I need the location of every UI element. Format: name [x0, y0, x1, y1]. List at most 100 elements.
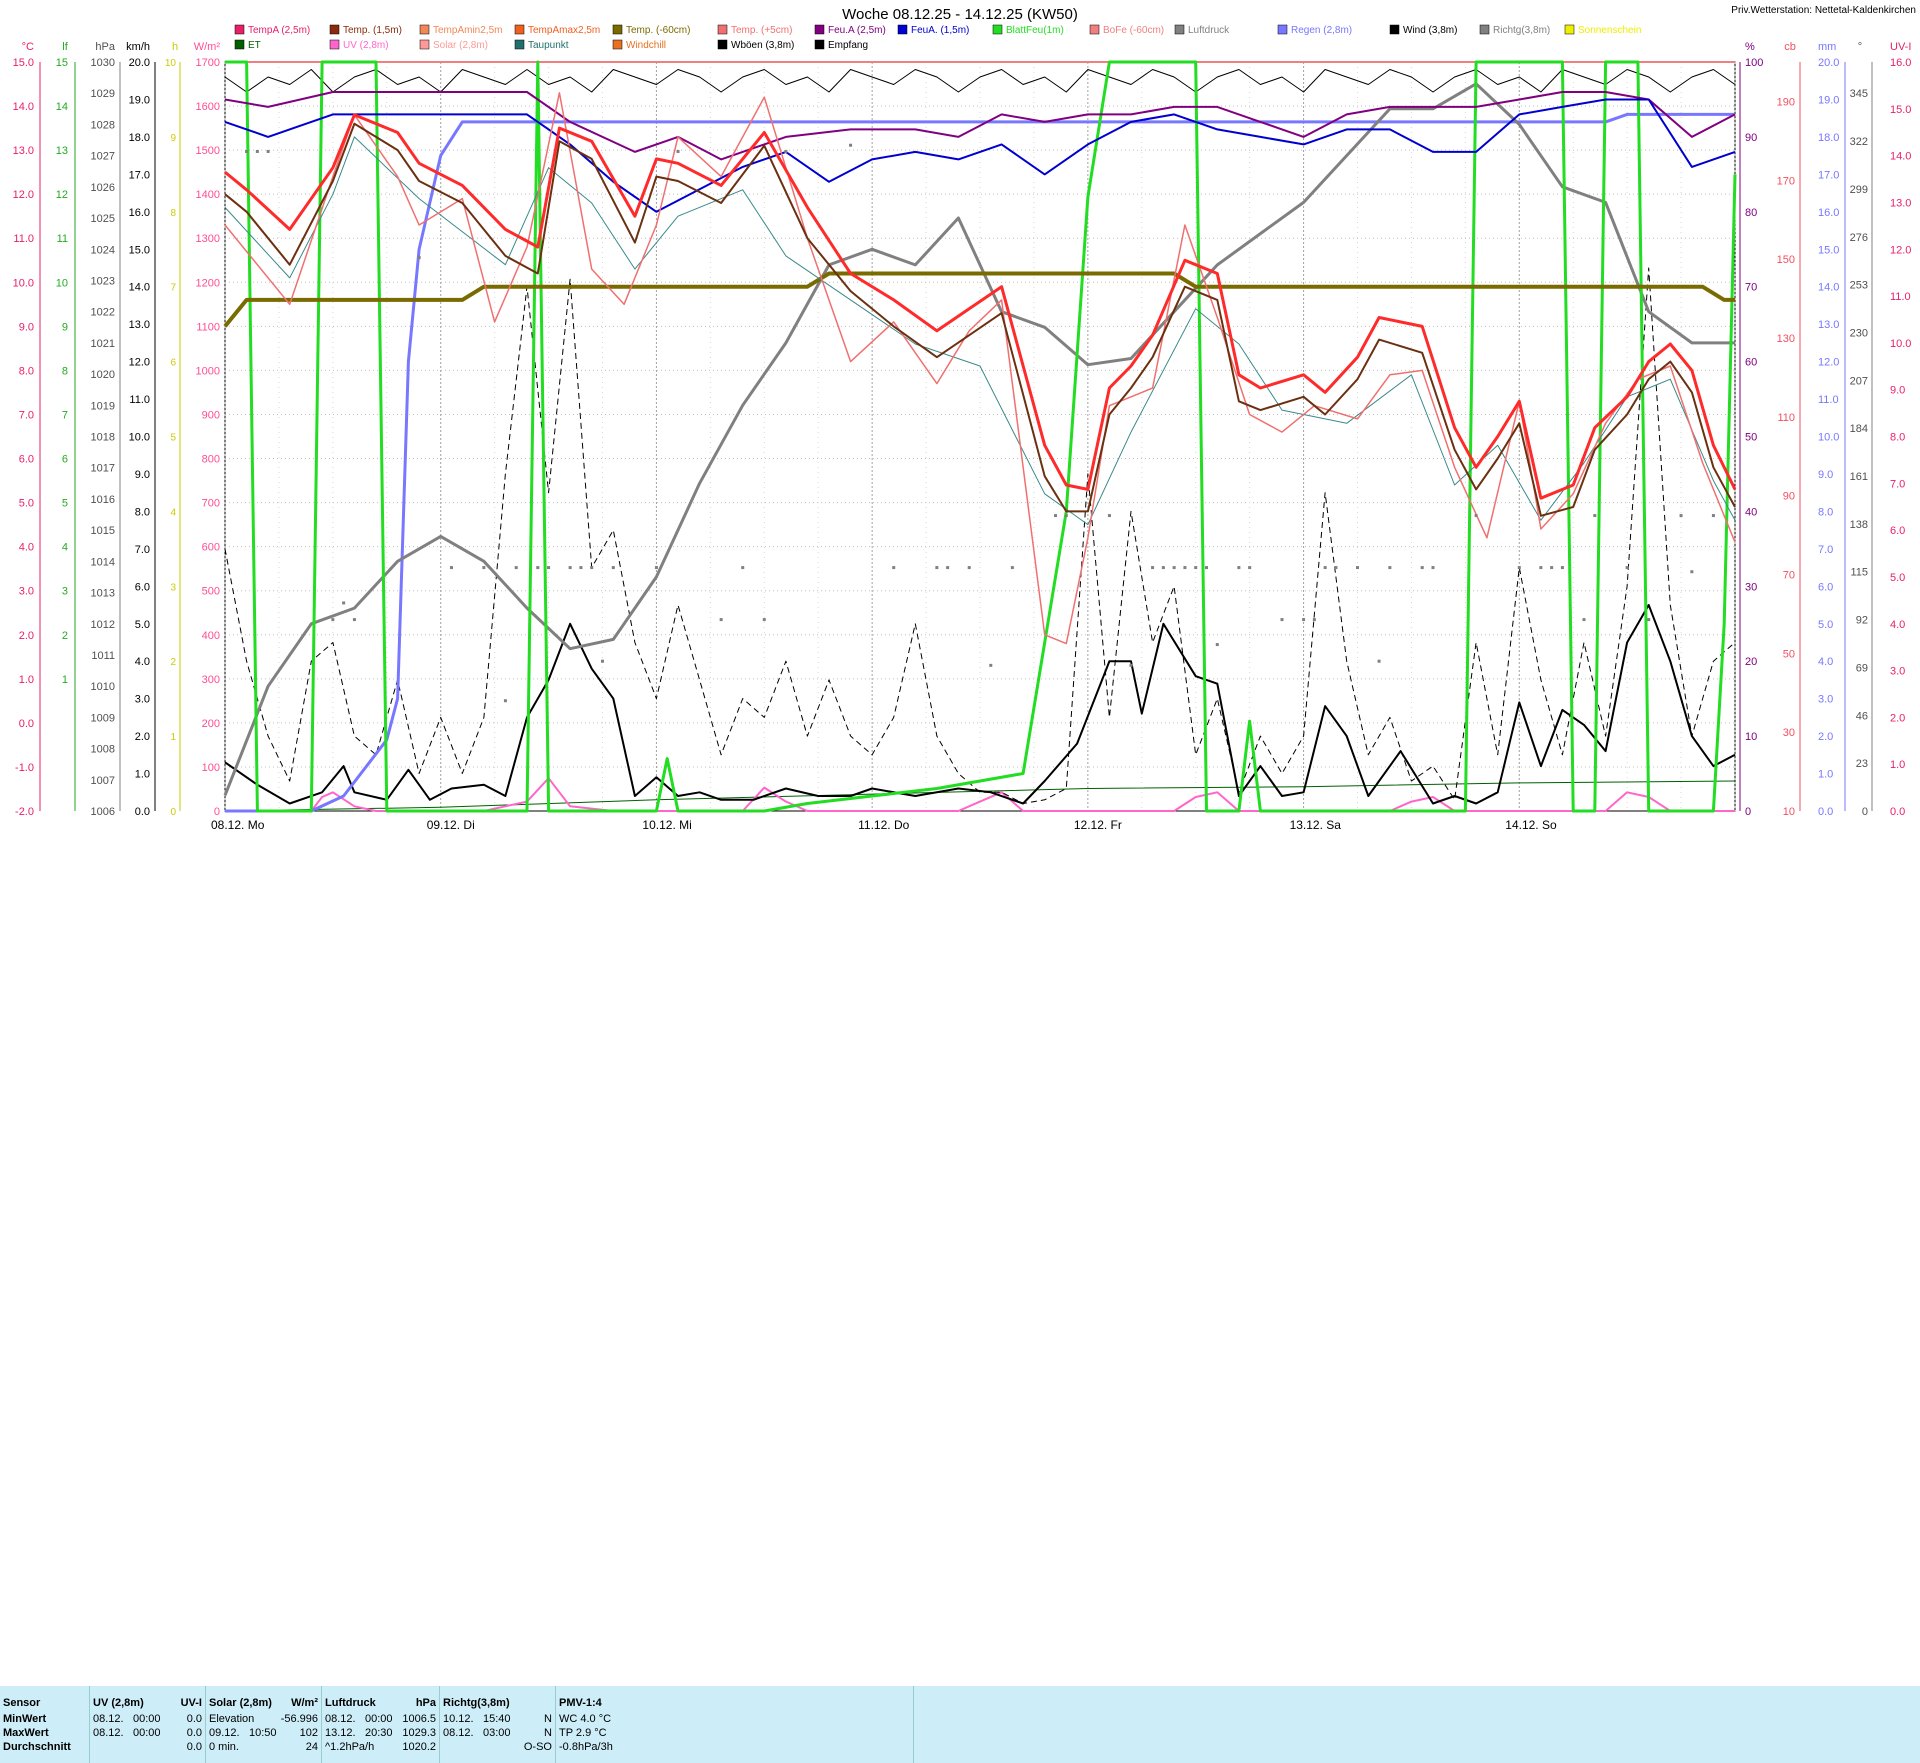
wind-direction-dot [1161, 566, 1165, 570]
percent-axis-tick: 20 [1745, 656, 1757, 668]
wind-direction-dot [1550, 566, 1554, 570]
hpa-axis-tick: 1007 [91, 775, 115, 787]
hpa-axis-tick: 1022 [91, 307, 115, 319]
mm-axis-tick: 15.0 [1818, 244, 1839, 256]
hpa-axis-tick: 1017 [91, 463, 115, 475]
hpa-axis-tick: 1020 [91, 369, 115, 381]
hours-axis-tick: 6 [170, 358, 176, 369]
degrees-axis-unit: ° [1858, 41, 1862, 53]
percent-axis-tick: 0 [1745, 806, 1751, 818]
wind-direction-dot [1280, 618, 1284, 622]
uvi-axis-tick: 2.0 [1890, 712, 1905, 724]
solar-max-value: 102 [299, 1727, 318, 1739]
uvi-axis-tick: 9.0 [1890, 385, 1905, 397]
legend-swatch [329, 24, 340, 35]
celsius-axis-tick: 5.0 [19, 498, 34, 510]
wind-direction-dot [1582, 618, 1586, 622]
celsius-axis-tick: 7.0 [19, 409, 34, 421]
wind-direction-dot [1679, 514, 1683, 518]
mm-axis-tick: 0.0 [1818, 806, 1833, 818]
legend-label: Regen (2,8m) [1291, 25, 1352, 36]
cb-axis-tick: 170 [1777, 175, 1795, 187]
direction-header: Richtg(3,8m) [443, 1697, 510, 1709]
legend-swatch [234, 39, 245, 50]
legend-label: FeuA. (1,5m) [911, 25, 969, 36]
hours-axis-tick: 10 [165, 58, 177, 69]
series-line-empfang [224, 69, 1736, 93]
uvi-axis-tick: 0.0 [1890, 806, 1905, 818]
percent-axis-tick: 40 [1745, 506, 1757, 518]
uvi-axis-tick: 1.0 [1890, 759, 1905, 771]
series-layer [223, 60, 1737, 813]
kmh-axis-tick: 9.0 [135, 469, 150, 481]
wind-direction-dot [342, 601, 346, 605]
mm-axis-tick: 7.0 [1818, 544, 1833, 556]
legend-label: Temp. (+5cm) [731, 25, 792, 36]
mm-axis-tick: 11.0 [1818, 394, 1839, 406]
kmh-axis-tick: 17.0 [129, 169, 150, 181]
direction-max-date: 08.12. [443, 1727, 474, 1739]
pmv-windchill: WC 4.0 °C [559, 1713, 612, 1725]
wm2-axis-tick: 400 [202, 630, 220, 642]
series-line-temp-1-5m [224, 122, 1736, 517]
cb-axis-tick: 110 [1777, 412, 1795, 424]
solar-unit: W/m² [291, 1697, 318, 1709]
lf-axis-tick: 6 [62, 454, 68, 466]
celsius-axis-unit: °C [22, 41, 34, 53]
degrees-axis-tick: 276 [1850, 232, 1868, 244]
percent-axis-tick: 50 [1745, 432, 1757, 444]
lf-axis-tick: 15 [56, 57, 68, 69]
legend-swatch [419, 24, 430, 35]
wind-direction-dot [849, 143, 853, 147]
legend-swatch [992, 24, 1003, 35]
wind-direction-dot [967, 566, 971, 570]
wind-direction-dot [245, 149, 249, 153]
wind-direction-dot [935, 566, 939, 570]
x-tick-label: 10.12. Mi [642, 818, 691, 832]
celsius-axis-tick: -1.0 [15, 762, 34, 774]
mm-axis-tick: 8.0 [1818, 506, 1833, 518]
legend-label: BlattFeu(1m) [1006, 25, 1064, 36]
solar-elevation-value: -56.996 [280, 1713, 318, 1725]
lf-axis-tick: 10 [56, 277, 68, 289]
wind-direction-dot [1248, 566, 1252, 570]
footer-richtg: Richtg(3,8m) 10.12. 15:40 N 08.12. 03:00 N O… [440, 1686, 556, 1763]
legend-swatch [612, 24, 623, 35]
axes: -2.0-1.00.01.02.03.04.05.06.07.08.09.010… [13, 41, 1912, 818]
uvi-axis-tick: 13.0 [1890, 197, 1911, 209]
uvi-axis-tick: 6.0 [1890, 525, 1905, 537]
hours-axis-unit: h [172, 41, 178, 53]
lf-axis-tick: 4 [62, 542, 68, 554]
legend-label: Taupunkt [528, 40, 569, 51]
wind-direction-dot [1625, 566, 1629, 570]
wind-direction-dot [1183, 566, 1187, 570]
celsius-axis-tick: 3.0 [19, 586, 34, 598]
wind-direction-dot [1647, 618, 1651, 622]
wind-direction-dot [1690, 570, 1694, 574]
pressure-header: Luftdruck [325, 1697, 376, 1709]
degrees-axis-tick: 299 [1850, 184, 1868, 196]
series-line-regen-2-8m [225, 112, 1735, 813]
cb-axis-tick: 10 [1783, 806, 1795, 818]
footer-pmv: PMV-1:4 WC 4.0 °C TP 2.9 °C -0.8hPa/3h [556, 1686, 914, 1763]
degrees-axis-tick: 92 [1856, 615, 1868, 627]
cb-axis-tick: 130 [1777, 333, 1795, 345]
celsius-axis-tick: 1.0 [19, 674, 34, 686]
legend-label: TempAmax2,5m [528, 25, 600, 36]
uv-min-time: 00:00 [133, 1713, 161, 1725]
direction-avg-value: O-SO [523, 1741, 552, 1753]
legend-swatch [612, 39, 623, 50]
wind-direction-dot [762, 618, 766, 622]
legend-swatch [1479, 24, 1490, 35]
hpa-axis-tick: 1015 [91, 525, 115, 537]
pressure-trend: ^1.2hPa/h [325, 1741, 375, 1753]
mm-axis-tick: 20.0 [1818, 57, 1839, 69]
station-name: Priv.Wetterstation: Nettetal-Kaldenkirch… [1731, 5, 1916, 16]
kmh-axis-tick: 8.0 [135, 506, 150, 518]
wind-direction-dot [989, 663, 993, 667]
wm2-axis-tick: 1200 [196, 277, 220, 289]
kmh-axis-tick: 11.0 [129, 394, 150, 406]
wind-direction-dot [1237, 566, 1241, 570]
wind-direction-dot [352, 618, 356, 622]
degrees-axis-tick: 46 [1856, 710, 1868, 722]
